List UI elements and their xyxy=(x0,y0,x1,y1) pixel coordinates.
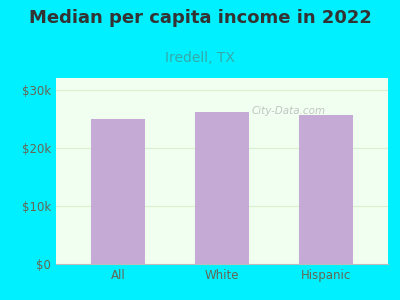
Text: Median per capita income in 2022: Median per capita income in 2022 xyxy=(28,9,372,27)
Bar xyxy=(195,112,249,264)
Bar xyxy=(299,115,353,264)
Text: Iredell, TX: Iredell, TX xyxy=(165,51,235,65)
Text: City-Data.com: City-Data.com xyxy=(251,106,326,116)
Bar xyxy=(91,119,145,264)
